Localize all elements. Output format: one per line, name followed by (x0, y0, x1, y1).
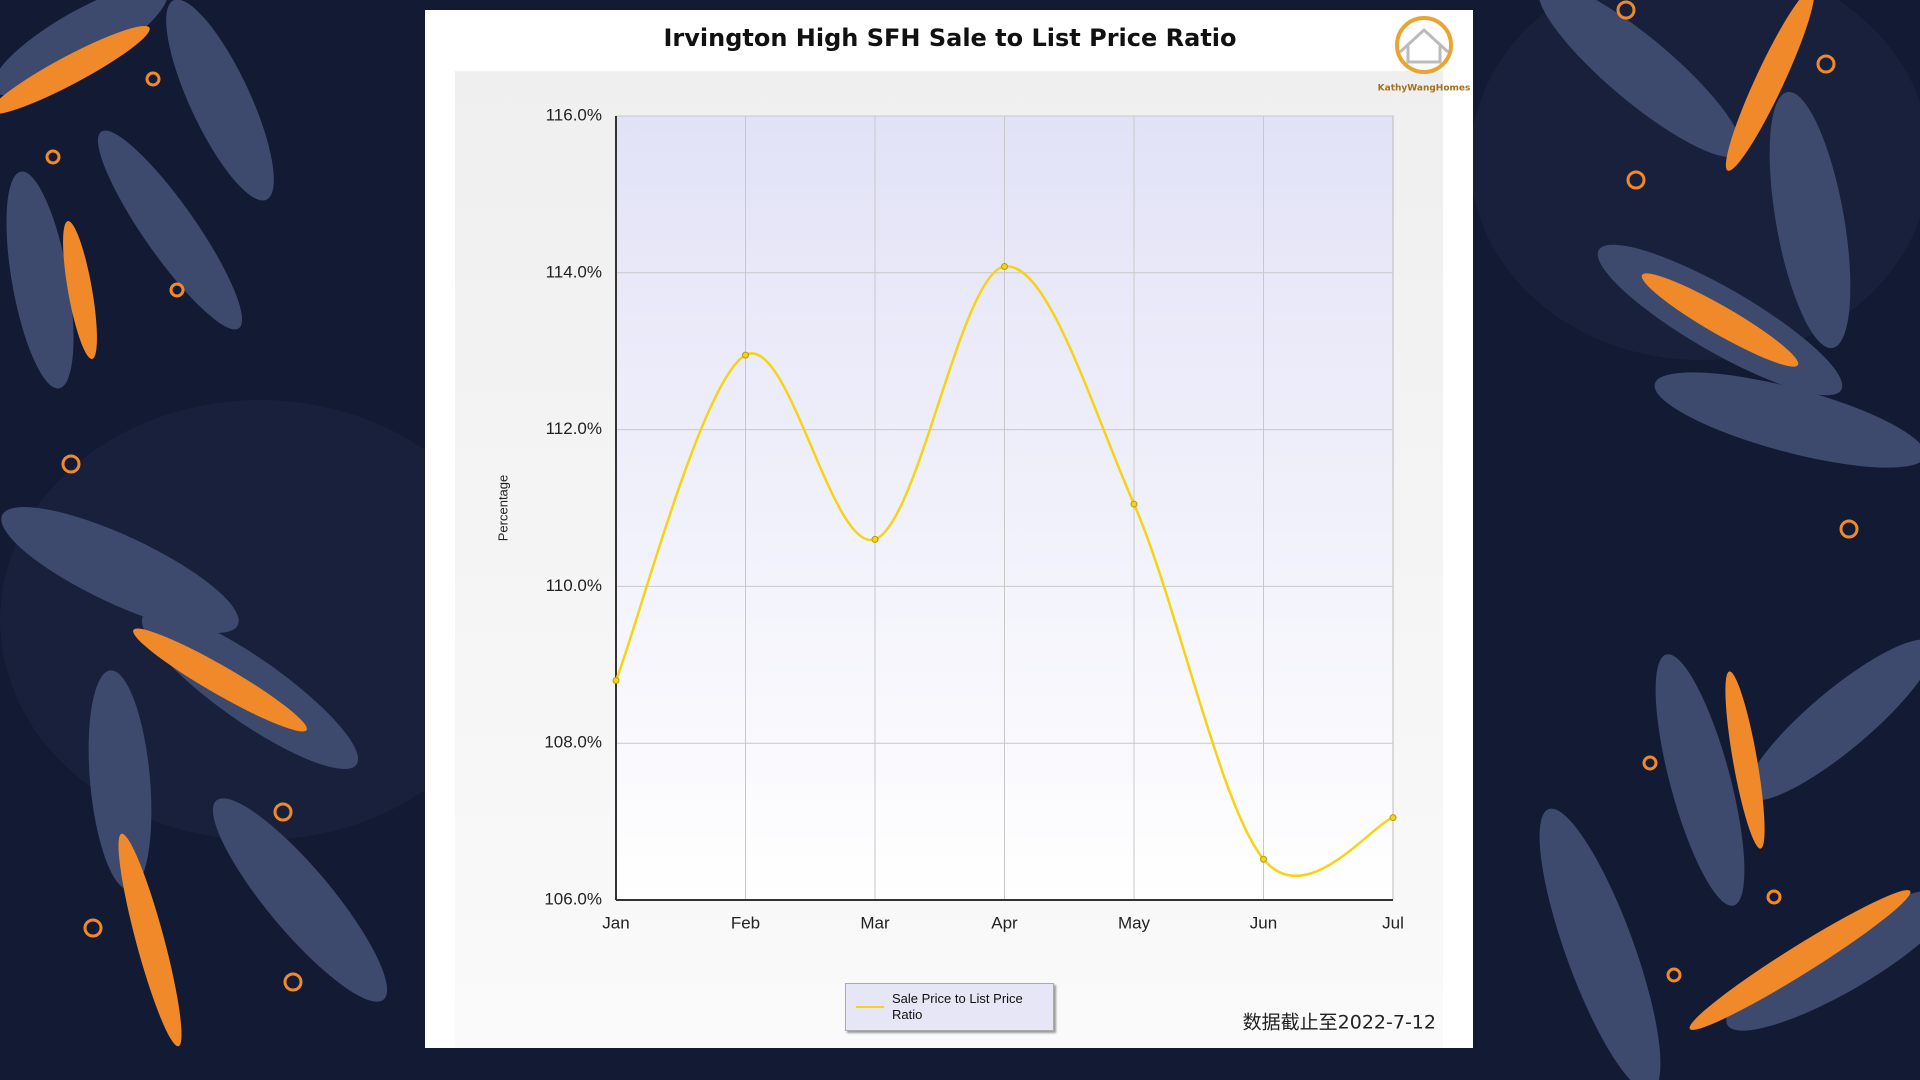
x-tick-label: Jan (602, 913, 629, 932)
y-tick-label: 112.0% (546, 419, 602, 438)
y-axis-label: Percentage (495, 475, 510, 542)
y-tick-label: 114.0% (546, 262, 602, 281)
marker (871, 535, 879, 543)
logo (1395, 16, 1453, 74)
y-tick-label: 108.0% (544, 733, 602, 752)
marker (1001, 263, 1008, 271)
x-tick-label: Mar (860, 913, 890, 932)
x-tick-label: Jun (1250, 913, 1277, 932)
legend: Sale Price to List Price Ratio (845, 983, 1054, 1031)
marker (1260, 855, 1267, 863)
marker (612, 676, 620, 684)
y-tick-label: 106.0% (544, 889, 602, 908)
annotation: 数据截止至2022-7-12 (1243, 1012, 1436, 1034)
chart-title: Irvington High SFH Sale to List Price Ra… (663, 24, 1236, 52)
marker (742, 351, 749, 359)
x-tick-label: May (1118, 913, 1151, 932)
line (614, 265, 1394, 877)
legend-label: Sale Price to List Price Ratio (892, 991, 1023, 1022)
x-tick-label: Jul (1382, 913, 1404, 932)
x-tick-label: Feb (731, 913, 760, 932)
marker (1130, 500, 1138, 508)
y-tick-label: 116.0% (546, 105, 602, 124)
logo-text: KathyWangHomes (1378, 84, 1471, 94)
legend-swatch (856, 1006, 884, 1008)
marker (1389, 814, 1397, 822)
x-tick-label: Apr (991, 913, 1018, 932)
y-tick-label: 110.0% (546, 576, 602, 595)
